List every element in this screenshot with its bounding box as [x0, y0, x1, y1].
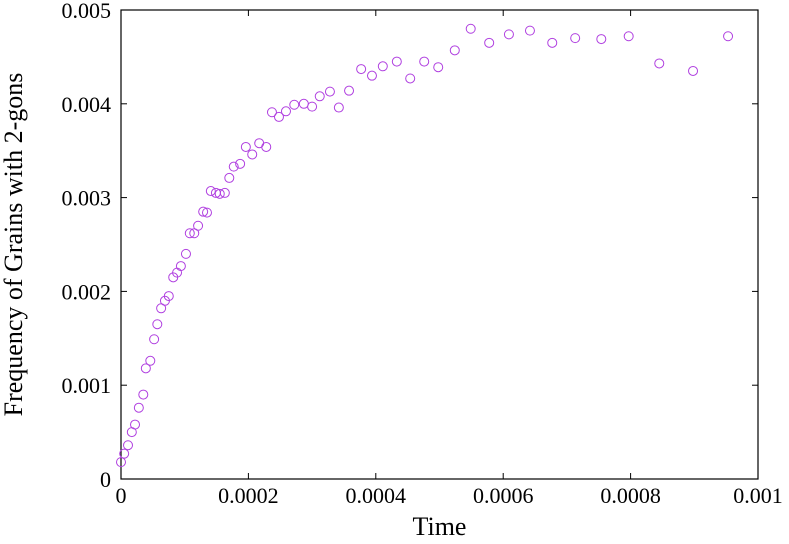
- x-tick-label: 0.0008: [600, 483, 661, 508]
- data-point: [240, 141, 251, 152]
- y-tick-label: 0.005: [62, 0, 112, 23]
- data-point: [314, 91, 325, 102]
- data-point: [163, 291, 174, 302]
- y-tick-label: 0.001: [62, 373, 112, 398]
- data-point: [433, 62, 444, 73]
- data-point: [123, 440, 134, 451]
- data-point: [198, 206, 209, 217]
- y-tick-label: 0: [100, 467, 111, 492]
- data-point: [280, 106, 291, 117]
- data-point: [145, 355, 156, 366]
- data-point: [180, 248, 191, 259]
- data-point: [224, 172, 235, 183]
- data-point: [140, 363, 151, 374]
- x-tick-label: 0.001: [733, 483, 783, 508]
- y-tick-label: 0.004: [62, 92, 112, 117]
- data-point: [130, 419, 141, 430]
- data-point: [205, 186, 216, 197]
- y-axis-label: Frequency of Grains with 2-gons: [0, 73, 28, 417]
- x-axis-label: Time: [413, 512, 467, 541]
- data-point: [119, 448, 130, 459]
- data-point: [688, 65, 699, 76]
- data-point: [235, 158, 246, 169]
- data-point: [654, 58, 665, 69]
- data-point: [201, 207, 212, 218]
- y-tick-label: 0.002: [62, 279, 112, 304]
- data-point: [377, 61, 388, 72]
- data-point: [405, 73, 416, 84]
- data-point: [133, 402, 144, 413]
- plot-frame: [120, 9, 759, 480]
- data-point: [228, 161, 239, 172]
- data-point: [344, 85, 355, 96]
- data-point: [524, 25, 535, 36]
- data-point: [298, 98, 309, 109]
- data-point: [116, 457, 126, 468]
- data-point: [465, 23, 476, 34]
- data-point: [307, 101, 318, 112]
- data-point: [184, 228, 195, 239]
- data-point: [723, 31, 734, 42]
- x-tick-label: 0.0004: [346, 483, 407, 508]
- data-point: [193, 220, 204, 231]
- data-point: [219, 187, 230, 198]
- data-point: [596, 34, 607, 45]
- data-point: [324, 86, 335, 97]
- data-point: [449, 45, 460, 56]
- data-point: [214, 188, 225, 199]
- data-point: [261, 141, 272, 152]
- x-tick-label: 0.0002: [218, 483, 279, 508]
- data-point: [366, 70, 377, 81]
- data-point: [138, 389, 149, 400]
- data-point: [175, 261, 186, 272]
- y-tick-label: 0.003: [62, 186, 112, 211]
- data-point: [247, 149, 258, 160]
- data-point: [570, 33, 581, 44]
- data-point: [547, 37, 558, 48]
- data-point: [333, 102, 344, 113]
- data-point: [266, 107, 277, 118]
- data-point: [149, 334, 160, 345]
- data-point: [623, 31, 634, 42]
- data-point: [391, 56, 402, 67]
- data-point: [273, 111, 284, 122]
- x-tick-label: 0.0006: [473, 483, 534, 508]
- data-point: [289, 99, 300, 110]
- data-point: [254, 138, 265, 149]
- data-point: [356, 64, 367, 75]
- data-point: [419, 56, 430, 67]
- data-point: [484, 37, 495, 48]
- data-point: [503, 29, 514, 40]
- data-point: [152, 319, 163, 330]
- x-tick-label: 0: [116, 483, 127, 508]
